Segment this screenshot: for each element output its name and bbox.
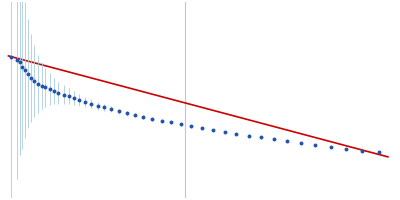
Point	[343, 147, 349, 150]
Point	[28, 76, 34, 79]
Point	[246, 134, 252, 137]
Point	[25, 72, 31, 75]
Point	[31, 80, 38, 83]
Point	[55, 91, 62, 94]
Point	[312, 143, 319, 147]
Point	[188, 125, 194, 128]
Point	[158, 119, 165, 122]
Point	[258, 136, 264, 139]
Point	[178, 123, 184, 126]
Point	[22, 69, 28, 72]
Point	[14, 58, 20, 62]
Point	[82, 100, 88, 103]
Point	[17, 60, 23, 63]
Point	[284, 140, 290, 143]
Point	[66, 95, 72, 98]
Point	[19, 65, 25, 68]
Point	[149, 117, 155, 120]
Point	[38, 84, 45, 87]
Point	[94, 104, 101, 107]
Point	[8, 55, 14, 58]
Point	[76, 98, 83, 102]
Point	[222, 130, 228, 133]
Point	[271, 138, 277, 141]
Point	[140, 115, 146, 118]
Point	[35, 82, 41, 85]
Point	[116, 110, 122, 113]
Point	[88, 102, 94, 105]
Point	[233, 132, 240, 135]
Point	[101, 106, 107, 109]
Point	[46, 87, 53, 91]
Point	[359, 149, 365, 152]
Point	[124, 112, 130, 115]
Point	[168, 121, 174, 124]
Point	[298, 142, 304, 145]
Point	[70, 97, 77, 100]
Point	[199, 127, 205, 130]
Point	[210, 128, 216, 132]
Point	[132, 113, 138, 117]
Point	[328, 145, 334, 148]
Point	[108, 108, 115, 111]
Point	[42, 86, 48, 89]
Point	[375, 151, 382, 154]
Point	[51, 89, 57, 93]
Point	[60, 93, 67, 96]
